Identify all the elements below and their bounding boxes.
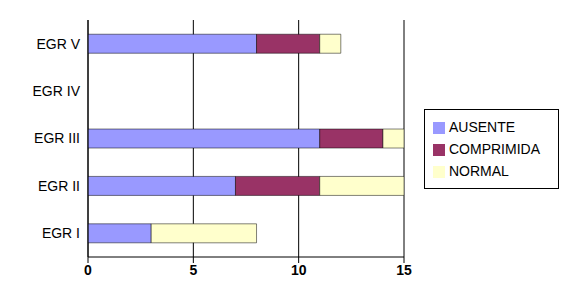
svg-text:EGR II: EGR II xyxy=(38,178,80,194)
svg-text:EGR I: EGR I xyxy=(42,225,80,241)
svg-text:EGR IV: EGR IV xyxy=(33,83,81,99)
svg-text:EGR III: EGR III xyxy=(34,130,80,146)
svg-text:10: 10 xyxy=(291,262,307,278)
html-text:COMPRIMIDA: COMPRIMIDA xyxy=(449,141,540,157)
html-text:AUSENTE: AUSENTE xyxy=(449,119,516,135)
html-text:NORMAL: NORMAL xyxy=(449,163,509,179)
svg-text:0: 0 xyxy=(84,262,92,278)
svg-text:15: 15 xyxy=(396,262,412,278)
svg-text:5: 5 xyxy=(189,262,197,278)
svg-text:EGR V: EGR V xyxy=(36,36,80,52)
